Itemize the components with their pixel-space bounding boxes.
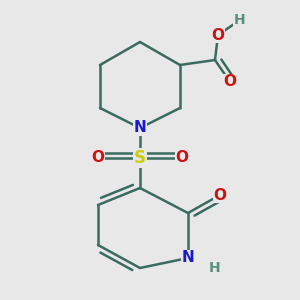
Text: O: O	[214, 188, 226, 202]
Text: O: O	[224, 74, 236, 89]
Text: N: N	[182, 250, 194, 266]
Text: N: N	[134, 121, 146, 136]
Text: H: H	[234, 13, 246, 27]
Text: O: O	[92, 151, 104, 166]
Text: S: S	[134, 149, 146, 167]
Text: H: H	[209, 261, 221, 275]
Text: O: O	[176, 151, 188, 166]
Text: O: O	[212, 28, 224, 43]
